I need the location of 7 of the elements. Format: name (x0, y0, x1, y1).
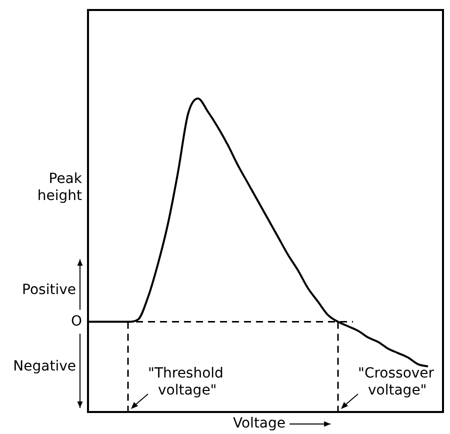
x-axis-title: Voltage (233, 416, 286, 432)
y-axis-title: Peak height (37, 170, 83, 204)
ref-line-label: O (70, 313, 82, 330)
text: Positive (22, 282, 76, 298)
annotation: "Threshold voltage" (148, 366, 224, 399)
annotation: "Crossover voltage" (358, 366, 434, 399)
text: Negative (13, 358, 76, 375)
